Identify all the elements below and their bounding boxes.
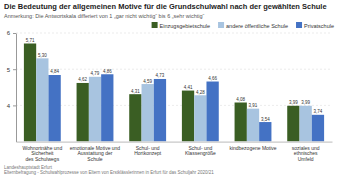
- x-tick: Schul- undKlassengröße: [185, 145, 216, 157]
- data-label: 3,99: [301, 100, 310, 105]
- y-tick-mark: [13, 105, 16, 106]
- x-tick-label-line: Umfeld: [298, 156, 314, 162]
- data-label: 5,30: [38, 53, 47, 58]
- data-labels: 5,71 4,62 4,31 4,41 4,08 3,99 5,30 4,79 4,59 4,28…: [26, 38, 323, 122]
- x-tick-label-line: Klassengröße: [185, 150, 216, 156]
- grid-line: [16, 33, 332, 34]
- bar: [312, 115, 324, 142]
- x-tick-label: Schul- undHortkonzept: [134, 145, 162, 157]
- bar: [235, 103, 247, 142]
- data-label: 4,31: [131, 89, 140, 94]
- legend-label: Einzugsgebietschule: [160, 23, 210, 29]
- data-label: 4,59: [143, 79, 152, 84]
- x-tick-label-line: kindbezogene Motive: [229, 145, 276, 151]
- bars: [24, 43, 324, 141]
- annotation: Anmerkung: Die Antwortskala differiert v…: [4, 13, 205, 19]
- x-axis-line: [17, 142, 333, 143]
- data-label: 3,91: [249, 103, 258, 108]
- x-tick-label: soziales undethnischesUmfeld: [292, 145, 320, 163]
- y-tick-mark: [13, 33, 16, 34]
- x-tick: Wohnortnähe undSicherheitdes Schulwegs: [22, 145, 62, 163]
- y-axis: 4 5 6: [7, 30, 17, 142]
- bar: [300, 106, 312, 142]
- chart-svg: Die Bedeutung der allgemeinen Motive für…: [0, 0, 338, 176]
- data-label: 3,74: [314, 109, 323, 114]
- bar: [259, 122, 271, 142]
- series-bars: [36, 58, 312, 141]
- bar: [287, 106, 299, 142]
- bar: [77, 83, 89, 142]
- data-label: 4,66: [208, 76, 217, 81]
- title: Die Bedeutung der allgemeinen Motive für…: [4, 2, 327, 11]
- plot-area: 5,71 4,62 4,31 4,41 4,08 3,99 5,30 4,79 4,59 4,28…: [7, 30, 333, 162]
- chart-root: Die Bedeutung der allgemeinen Motive für…: [0, 0, 338, 176]
- data-label: 4,79: [91, 71, 100, 76]
- source: Landeshauptstadt ErfurtElternbefragung -…: [4, 165, 214, 176]
- y-tick-label: 6: [7, 30, 11, 36]
- source-line: Landeshauptstadt Erfurt: [4, 165, 53, 170]
- legend: Einzugsgebietschule andere öffentliche Sc…: [152, 22, 334, 29]
- x-tick: Schul- undHortkonzept: [134, 145, 162, 157]
- bar: [101, 74, 113, 141]
- y-tick-label: 4: [7, 103, 11, 109]
- bar: [48, 75, 60, 142]
- data-label: 3,99: [289, 100, 298, 105]
- bar: [129, 94, 141, 141]
- grid: [16, 33, 332, 105]
- data-label: 4,08: [236, 97, 245, 102]
- bar: [142, 84, 154, 142]
- bar: [89, 77, 101, 142]
- x-tick-label-line: Schule: [87, 156, 103, 162]
- x-tick-label: kindbezogene Motive: [229, 145, 276, 151]
- data-label: 4,62: [78, 77, 87, 82]
- legend-item: Einzugsgebietschule: [152, 22, 210, 29]
- legend-item: Privatschule: [296, 22, 334, 29]
- bar: [194, 95, 206, 141]
- y-tick: 6: [7, 30, 16, 36]
- data-label: 5,71: [26, 38, 35, 43]
- bar: [24, 43, 36, 141]
- bar: [206, 82, 218, 142]
- x-tick-label: Schul- undKlassengröße: [185, 145, 216, 157]
- x-tick: soziales undethnischesUmfeld: [292, 145, 320, 163]
- y-tick-mark: [13, 69, 16, 70]
- x-tick-label: emotionale Motive undAusstattung derSchu…: [70, 145, 121, 163]
- legend-swatch: [152, 22, 158, 28]
- source-line: Elternbefragung - Schulwahlprozesse von …: [4, 170, 214, 175]
- bar: [182, 91, 194, 142]
- y-axis-line: [16, 34, 17, 143]
- bar: [247, 109, 259, 142]
- x-tick-label-line: des Schulwegs: [26, 156, 60, 162]
- x-tick-label: Wohnortnähe undSicherheitdes Schulwegs: [22, 145, 62, 163]
- data-label: 4,84: [50, 69, 59, 74]
- y-tick: 5: [7, 67, 16, 73]
- data-label: 4,73: [156, 73, 165, 78]
- data-label: 4,41: [184, 85, 193, 90]
- x-axis: Wohnortnähe undSicherheitdes Schulwegs em…: [17, 142, 333, 162]
- grid-line: [16, 69, 332, 70]
- legend-swatch: [218, 22, 224, 28]
- legend-swatch: [296, 22, 302, 28]
- bar: [154, 79, 166, 142]
- x-tick-label-line: Hortkonzept: [134, 150, 162, 156]
- series-bars: [48, 74, 324, 141]
- legend-item: andere öffentliche Schule: [218, 22, 288, 29]
- legend-label: andere öffentliche Schule: [226, 23, 288, 29]
- data-label: 4,86: [103, 69, 112, 74]
- series-bars: [24, 43, 300, 141]
- data-label: 3,54: [261, 117, 270, 122]
- grid-line: [16, 105, 332, 106]
- legend-label: Privatschule: [304, 23, 334, 29]
- x-tick: emotionale Motive undAusstattung derSchu…: [70, 145, 121, 163]
- x-tick: kindbezogene Motive: [229, 145, 276, 151]
- data-label: 4,28: [196, 90, 205, 95]
- y-tick: 4: [7, 103, 16, 109]
- y-tick-label: 5: [7, 67, 11, 73]
- bar: [36, 58, 48, 141]
